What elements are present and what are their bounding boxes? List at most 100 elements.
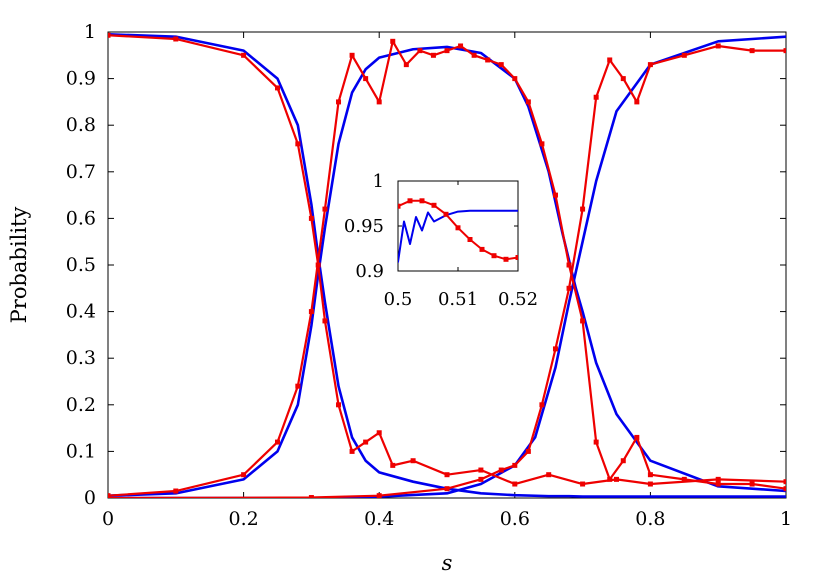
main-series-4-point bbox=[566, 262, 572, 268]
x-tick-label: 0 bbox=[102, 508, 114, 530]
main-series-4-point bbox=[715, 481, 721, 487]
main-series-4-point bbox=[498, 62, 504, 68]
inset-y-tick-label: 0.95 bbox=[344, 216, 384, 237]
main-series-5-point bbox=[512, 462, 518, 468]
main-series-3-point bbox=[308, 215, 314, 221]
inset-series-1-point bbox=[491, 253, 497, 259]
main-series-4-point bbox=[349, 52, 355, 58]
inset-series-1-point bbox=[431, 202, 437, 208]
main-series-5-point bbox=[715, 43, 721, 49]
main-series-4-point bbox=[749, 481, 755, 487]
y-tick-label: 0.1 bbox=[66, 440, 96, 462]
main-series-4-point bbox=[363, 76, 369, 82]
main-series-3-point bbox=[390, 462, 396, 468]
inset-series-1-point bbox=[515, 255, 518, 260]
main-series-3-point bbox=[614, 476, 619, 482]
main-series-4-point bbox=[390, 38, 396, 44]
main-series-3-point bbox=[783, 479, 786, 485]
main-series-5-point bbox=[376, 493, 382, 498]
main-series-5-point bbox=[108, 495, 111, 498]
main-series-3-point bbox=[173, 36, 179, 42]
main-series-5-point bbox=[552, 346, 558, 352]
main-series-4-point bbox=[681, 476, 687, 482]
main-series-4-point bbox=[308, 309, 314, 315]
y-tick-label: 0.7 bbox=[66, 161, 96, 183]
series-group bbox=[108, 32, 786, 498]
main-series-3-point bbox=[376, 430, 382, 436]
y-axis-label: Probability bbox=[7, 207, 31, 324]
y-tick-label: 0.9 bbox=[66, 68, 96, 90]
y-tick-label: 0.3 bbox=[66, 347, 96, 369]
main-series-4-point bbox=[552, 192, 558, 198]
y-tick-label: 1 bbox=[84, 21, 96, 43]
main-series-3-point bbox=[580, 481, 586, 487]
main-series-1-line bbox=[108, 45, 786, 497]
main-series-5-point bbox=[539, 402, 545, 408]
main-series-4-point bbox=[620, 458, 626, 464]
main-series-3-point bbox=[295, 141, 301, 147]
main-series-5-point bbox=[580, 206, 586, 212]
x-tick-label: 0.2 bbox=[228, 508, 258, 530]
inset-plot: 0.5 0.51 0.52 0.9 0.95 1 bbox=[336, 167, 546, 310]
main-plot: 0 0.2 0.4 0.6 0.8 1 0 0.1 0.2 0.3 0.4 0.5 0.6 0.7 0.8 0… bbox=[7, 21, 792, 575]
main-series-3-point bbox=[478, 467, 484, 473]
main-series-5-point bbox=[444, 486, 450, 492]
main-series-5-point bbox=[647, 62, 653, 68]
inset-series-1-point bbox=[407, 198, 413, 204]
main-series-4-point bbox=[783, 486, 786, 492]
y-tick-label: 0.6 bbox=[66, 207, 96, 229]
x-tick-label: 0.4 bbox=[364, 508, 394, 530]
y-tick-label: 0.5 bbox=[66, 254, 96, 276]
y-tick-label: 0.2 bbox=[66, 394, 96, 416]
y-tick-label: 0.8 bbox=[66, 114, 96, 136]
main-series-5-point bbox=[634, 99, 640, 105]
inset-series-group bbox=[398, 198, 518, 263]
main-series-4-point bbox=[322, 206, 328, 212]
main-series-4-point bbox=[593, 439, 599, 445]
inset-background bbox=[336, 167, 546, 307]
main-series-4-point bbox=[403, 62, 409, 68]
x-axis-label: s bbox=[442, 551, 453, 575]
x-tick-label: 1 bbox=[780, 508, 792, 530]
main-series-4-point bbox=[444, 48, 450, 54]
main-series-5-point bbox=[478, 476, 484, 482]
inset-series-1-point bbox=[479, 246, 485, 252]
y-tick-label: 0.4 bbox=[66, 301, 96, 323]
inset-series-0-line bbox=[398, 209, 518, 263]
main-series-4-point bbox=[634, 434, 640, 440]
inset-series-1-point bbox=[467, 237, 473, 242]
inset-y-tick-label: 0.9 bbox=[355, 261, 384, 282]
main-series-5-point bbox=[566, 285, 572, 291]
y-tick-label: 0 bbox=[84, 487, 96, 509]
main-series-4-point bbox=[173, 488, 179, 494]
main-series-3-point bbox=[512, 481, 518, 487]
main-series-3-point bbox=[322, 318, 328, 324]
main-series-5-point bbox=[498, 467, 504, 473]
main-series-3-point bbox=[349, 448, 355, 454]
main-series-4-point bbox=[241, 472, 247, 478]
inset-x-tick-label: 0.5 bbox=[384, 289, 413, 310]
inset-series-1-point bbox=[503, 256, 509, 262]
main-series-5-point bbox=[308, 495, 314, 498]
main-series-4-point bbox=[336, 99, 342, 105]
main-series-5-point bbox=[593, 94, 599, 100]
main-series-3-point bbox=[410, 458, 416, 464]
main-series-5-point bbox=[783, 48, 786, 54]
main-series-3-point bbox=[444, 472, 450, 478]
main-series-4-point bbox=[512, 76, 518, 82]
main-series-4-point bbox=[430, 52, 436, 58]
inset-series-1-point bbox=[398, 203, 401, 209]
main-series-2-line bbox=[108, 35, 786, 498]
main-series-3-point bbox=[647, 481, 653, 487]
main-series-4-point bbox=[458, 43, 464, 49]
inset-series-1-point bbox=[419, 198, 425, 204]
main-series-5-point bbox=[749, 48, 755, 54]
main-series-0-line bbox=[108, 33, 786, 498]
main-series-5-point bbox=[607, 57, 613, 63]
main-series-3-point bbox=[336, 402, 342, 408]
main-series-5-point bbox=[681, 52, 687, 58]
main-series-4-point bbox=[295, 383, 301, 389]
main-series-4-point bbox=[525, 99, 531, 105]
